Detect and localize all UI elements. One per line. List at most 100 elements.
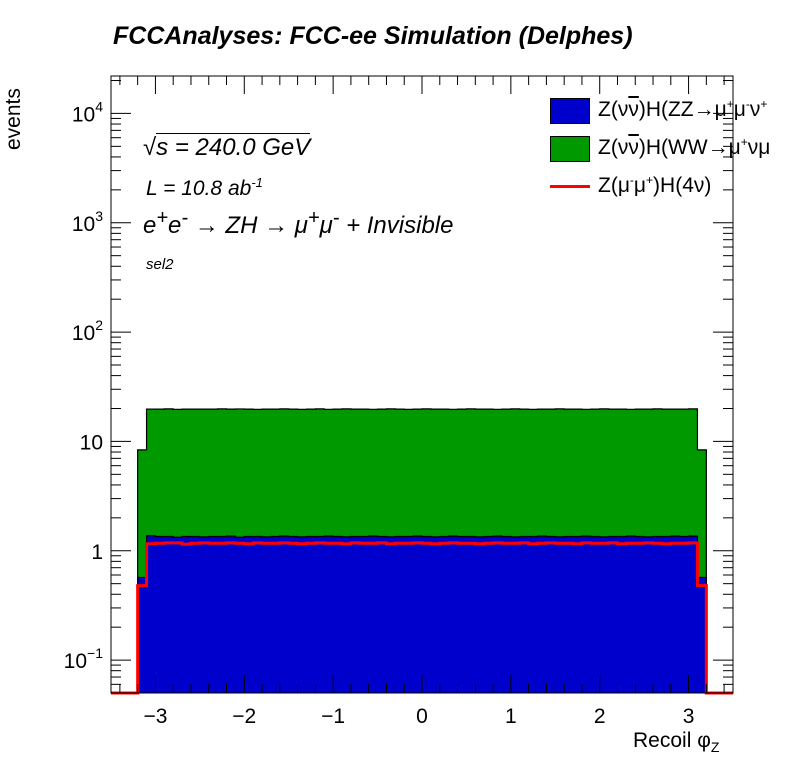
bar-zz xyxy=(430,536,441,693)
x-axis-label-subscript: Z xyxy=(710,739,720,756)
bar-ww xyxy=(493,409,503,537)
bar-zz xyxy=(413,536,423,693)
x-tick-label: −3 xyxy=(143,705,167,728)
bar-zz xyxy=(377,536,387,693)
x-axis-label-text: Recoil φ xyxy=(633,729,711,752)
bar-zz xyxy=(564,536,574,693)
bar-ww xyxy=(546,409,556,537)
bar-ww xyxy=(608,409,618,537)
bar-zz xyxy=(608,536,618,693)
bar-zz xyxy=(208,536,219,693)
y-tick-label: 103 xyxy=(72,208,103,236)
bar-ww xyxy=(564,409,574,537)
bar-ww xyxy=(510,408,521,537)
lumi-exponent: -1 xyxy=(251,175,263,190)
bar-ww xyxy=(670,409,681,537)
bar-zz xyxy=(350,536,361,693)
bar-ww xyxy=(164,408,174,537)
bar-zz xyxy=(537,536,547,693)
bar-ww xyxy=(190,409,201,537)
bar-ww xyxy=(501,409,512,537)
bar-ww xyxy=(475,409,485,537)
bar-zz xyxy=(626,536,636,693)
bar-ww xyxy=(235,408,245,538)
bar-zz xyxy=(146,535,156,693)
bar-ww xyxy=(519,409,530,537)
y-tick-label: 10 xyxy=(80,431,103,454)
bar-zz xyxy=(155,536,165,693)
bar-ww xyxy=(439,409,450,537)
bar-zz xyxy=(404,536,414,693)
x-axis-label: Recoil φZ xyxy=(633,729,719,755)
y-tick-label: 10−1 xyxy=(64,645,104,673)
bar-zz xyxy=(164,536,174,693)
bar-ww xyxy=(217,408,227,537)
bar-ww xyxy=(679,409,689,537)
bar-zz xyxy=(270,536,281,693)
bar-ww xyxy=(581,409,592,537)
legend-line-swatch xyxy=(550,185,590,188)
bar-zz xyxy=(395,536,405,693)
bar-zz xyxy=(475,536,485,693)
line-signal xyxy=(111,541,733,695)
bar-ww xyxy=(413,409,423,537)
bar-zz xyxy=(279,536,290,693)
bar-ww xyxy=(653,408,663,537)
bar-zz xyxy=(173,537,183,693)
bar-ww xyxy=(208,409,219,537)
bar-zz xyxy=(359,536,370,693)
bar-zz xyxy=(324,536,334,693)
x-tick-label: 3 xyxy=(683,705,695,728)
bar-zz xyxy=(226,536,236,693)
bar-ww xyxy=(368,409,378,537)
bar-ww xyxy=(537,409,547,537)
legend-label: Z(μ-μ+)H(4ν) xyxy=(598,173,712,197)
annotation-selection: sel2 xyxy=(146,256,174,273)
bar-ww xyxy=(297,409,307,537)
bar-ww xyxy=(644,409,654,537)
y-tick-label: 104 xyxy=(72,98,103,126)
bar-ww xyxy=(137,449,147,578)
bar-zz xyxy=(342,536,352,693)
bar-zz xyxy=(448,536,458,693)
y-axis-label: events xyxy=(2,88,25,150)
bar-ww xyxy=(386,408,396,537)
bar-zz xyxy=(528,536,538,693)
bar-zz xyxy=(555,536,565,693)
bar-zz xyxy=(235,537,245,693)
legend-label: Z(νν)H(WW→μ+νμ xyxy=(598,135,771,159)
bar-ww xyxy=(661,409,672,537)
bar-ww xyxy=(688,408,698,537)
bar-zz xyxy=(661,536,672,693)
bar-zz xyxy=(510,536,521,693)
y-tick-label: 102 xyxy=(72,317,103,345)
bar-ww xyxy=(448,409,458,537)
bar-zz xyxy=(422,536,432,693)
bar-ww xyxy=(430,409,441,537)
bar-zz xyxy=(653,536,663,693)
bar-ww xyxy=(395,409,405,537)
annotation-sqrt-s: √s = 240.0 GeV xyxy=(143,133,311,162)
bar-zz xyxy=(253,536,263,693)
bar-ww xyxy=(573,409,583,537)
bar-zz xyxy=(297,536,307,693)
x-tick-label: −1 xyxy=(321,705,345,728)
bar-ww xyxy=(226,409,236,537)
bar-zz xyxy=(306,536,316,693)
bar-ww xyxy=(342,408,352,537)
bar-ww xyxy=(146,409,156,536)
bar-zz xyxy=(466,536,476,693)
bar-zz xyxy=(617,536,627,693)
legend-fill-swatch xyxy=(550,98,590,124)
bar-ww xyxy=(359,409,370,537)
sqrt-s-text: s = 240.0 GeV xyxy=(156,133,311,161)
bar-zz xyxy=(599,536,609,693)
bar-zz xyxy=(244,536,254,693)
bar-ww xyxy=(350,409,361,537)
bar-zz xyxy=(670,536,681,693)
bar-zz xyxy=(333,536,343,693)
bar-zz xyxy=(679,536,689,693)
outline-zz xyxy=(111,535,733,694)
bar-ww xyxy=(173,409,183,538)
bar-ww xyxy=(270,409,281,537)
